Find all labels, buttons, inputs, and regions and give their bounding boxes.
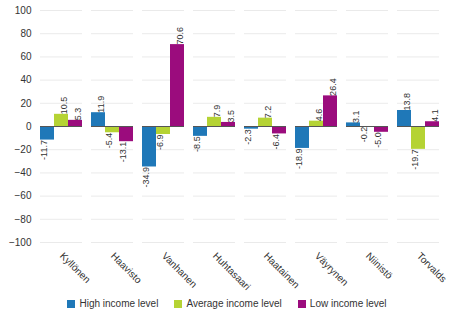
svg-text:Niinistö: Niinistö — [364, 250, 395, 281]
svg-text:80: 80 — [20, 28, 32, 39]
svg-text:-19.7: -19.7 — [410, 149, 420, 170]
html-text:Low income level: Low income level — [309, 298, 387, 309]
html-text:High income level: High income level — [79, 298, 159, 309]
svg-text:−80: −80 — [15, 214, 32, 225]
svg-text:20: 20 — [20, 98, 32, 109]
svg-text:Väyrynen: Väyrynen — [313, 250, 351, 288]
svg-text:Torvalds: Torvalds — [415, 250, 449, 284]
svg-text:0: 0 — [26, 121, 32, 132]
svg-text:-6.4: -6.4 — [271, 134, 281, 150]
svg-text:70.6: 70.6 — [175, 27, 185, 45]
svg-text:60: 60 — [20, 51, 32, 62]
svg-text:100: 100 — [15, 5, 32, 16]
svg-text:Kyllönen: Kyllönen — [58, 250, 93, 285]
svg-text:−60: −60 — [15, 190, 32, 201]
svg-text:Huhtasaari: Huhtasaari — [211, 250, 253, 292]
svg-text:-18.9: -18.9 — [294, 148, 304, 169]
svg-text:-8.5: -8.5 — [192, 136, 202, 152]
svg-text:-34.9: -34.9 — [141, 167, 151, 188]
svg-text:-13.1: -13.1 — [118, 142, 128, 163]
svg-text:7.2: 7.2 — [263, 106, 273, 119]
svg-text:-0.2: -0.2 — [359, 127, 369, 143]
svg-text:-5.4: -5.4 — [104, 133, 114, 149]
svg-text:5.3: 5.3 — [73, 108, 83, 121]
svg-text:-5.0: -5.0 — [373, 132, 383, 148]
svg-text:26.4: 26.4 — [328, 78, 338, 96]
svg-text:3.1: 3.1 — [351, 110, 361, 123]
svg-text:Haatainen: Haatainen — [262, 250, 302, 290]
svg-text:Vanhanen: Vanhanen — [160, 250, 199, 289]
svg-text:-2.3: -2.3 — [243, 129, 253, 145]
svg-text:-6.9: -6.9 — [155, 135, 165, 151]
svg-text:4.6: 4.6 — [314, 109, 324, 122]
svg-text:Haavisto: Haavisto — [109, 250, 145, 286]
svg-text:4.1: 4.1 — [430, 109, 440, 122]
svg-text:40: 40 — [20, 74, 32, 85]
svg-text:−40: −40 — [15, 167, 32, 178]
svg-text:3.5: 3.5 — [226, 110, 236, 123]
svg-text:13.8: 13.8 — [402, 93, 412, 111]
svg-text:7.9: 7.9 — [212, 105, 222, 118]
svg-text:11.9: 11.9 — [96, 96, 106, 113]
svg-text:-11.7: -11.7 — [39, 140, 49, 160]
svg-text:−100: −100 — [9, 237, 32, 248]
svg-text:−20: −20 — [15, 144, 32, 155]
svg-text:10.5: 10.5 — [59, 97, 69, 115]
html-text:Average income level: Average income level — [186, 298, 282, 309]
